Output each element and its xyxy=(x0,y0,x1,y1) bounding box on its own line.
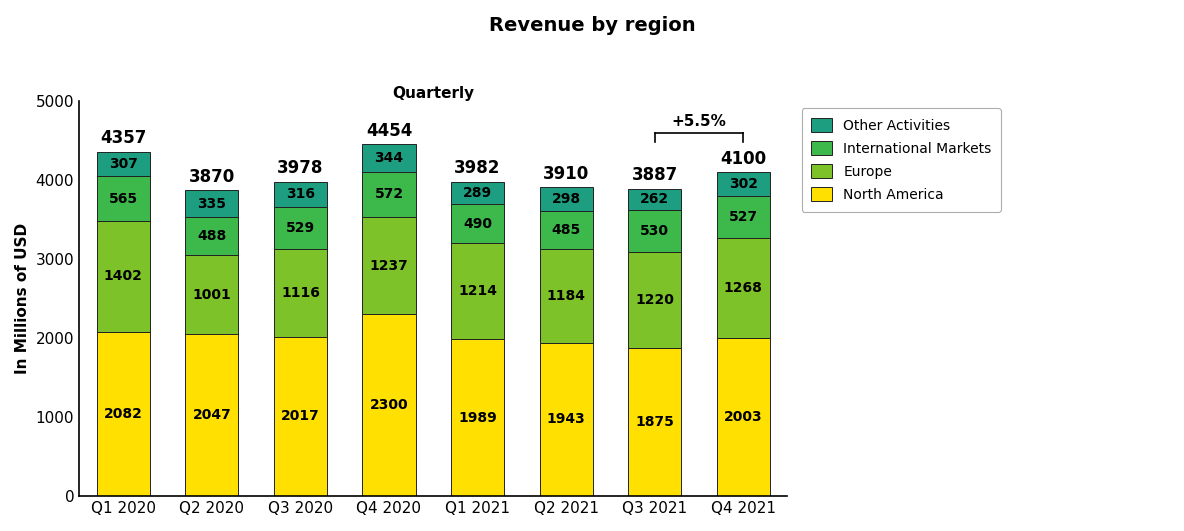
Text: 4454: 4454 xyxy=(366,122,412,140)
Text: 335: 335 xyxy=(198,196,226,211)
Text: 1237: 1237 xyxy=(369,259,408,272)
Text: 262: 262 xyxy=(641,192,669,207)
Bar xyxy=(540,249,593,342)
Bar xyxy=(97,332,150,496)
Bar xyxy=(628,348,681,496)
Text: Revenue by region: Revenue by region xyxy=(489,16,695,35)
Text: 4357: 4357 xyxy=(101,129,147,147)
Bar xyxy=(628,210,681,252)
Bar xyxy=(186,190,238,217)
Bar xyxy=(451,204,504,243)
Text: 2003: 2003 xyxy=(723,410,762,424)
Bar xyxy=(451,339,504,496)
Text: 1220: 1220 xyxy=(635,293,674,307)
Bar xyxy=(540,211,593,249)
Bar xyxy=(451,182,504,204)
Text: 4100: 4100 xyxy=(720,150,766,167)
Text: 2300: 2300 xyxy=(369,398,408,412)
Bar xyxy=(97,152,150,176)
Text: 344: 344 xyxy=(374,151,404,165)
Bar xyxy=(716,172,770,196)
Text: 1402: 1402 xyxy=(104,269,143,284)
Text: 3982: 3982 xyxy=(455,159,501,177)
Bar xyxy=(186,255,238,335)
Text: 488: 488 xyxy=(198,229,226,243)
Text: +5.5%: +5.5% xyxy=(671,114,726,129)
Text: 1268: 1268 xyxy=(723,281,762,295)
Bar xyxy=(451,243,504,339)
Text: 307: 307 xyxy=(109,157,137,171)
Bar xyxy=(362,144,416,172)
Text: 485: 485 xyxy=(552,223,580,237)
Bar xyxy=(186,217,238,255)
Text: 527: 527 xyxy=(728,210,758,224)
Text: 565: 565 xyxy=(109,192,137,205)
Text: 572: 572 xyxy=(374,187,404,201)
Text: 1875: 1875 xyxy=(635,415,674,429)
Text: 529: 529 xyxy=(285,221,315,235)
Text: 1214: 1214 xyxy=(458,284,497,298)
Bar xyxy=(362,314,416,496)
Text: 1989: 1989 xyxy=(458,410,497,425)
Bar xyxy=(274,337,327,496)
Text: 316: 316 xyxy=(285,187,315,201)
Bar xyxy=(628,189,681,210)
Bar xyxy=(97,221,150,332)
Text: 1001: 1001 xyxy=(193,288,231,302)
Bar xyxy=(540,342,593,496)
Text: 289: 289 xyxy=(463,186,493,200)
Bar xyxy=(716,238,770,338)
Bar xyxy=(274,249,327,337)
Bar xyxy=(362,217,416,314)
Text: 1184: 1184 xyxy=(547,289,586,303)
Bar xyxy=(628,252,681,348)
Text: 3887: 3887 xyxy=(631,166,677,184)
Text: 1116: 1116 xyxy=(281,286,320,299)
Bar xyxy=(540,187,593,211)
Text: 298: 298 xyxy=(552,192,580,206)
Text: 2047: 2047 xyxy=(193,408,231,422)
Bar xyxy=(716,196,770,238)
Text: 490: 490 xyxy=(463,217,493,231)
Legend: Other Activities, International Markets, Europe, North America: Other Activities, International Markets,… xyxy=(802,108,1002,212)
Text: 3910: 3910 xyxy=(543,165,590,183)
Text: 530: 530 xyxy=(641,224,669,238)
Bar xyxy=(186,335,238,496)
Text: 2017: 2017 xyxy=(281,409,320,424)
Bar xyxy=(362,172,416,217)
Text: 3870: 3870 xyxy=(188,168,234,186)
Bar xyxy=(97,176,150,221)
Bar xyxy=(274,182,327,207)
Text: 3978: 3978 xyxy=(277,159,323,177)
Bar xyxy=(716,338,770,496)
Title: Quarterly: Quarterly xyxy=(392,86,475,101)
Text: 2082: 2082 xyxy=(104,407,143,421)
Bar xyxy=(274,207,327,249)
Y-axis label: In Millions of USD: In Millions of USD xyxy=(15,223,30,374)
Text: 1943: 1943 xyxy=(547,413,585,426)
Text: 302: 302 xyxy=(728,177,758,191)
